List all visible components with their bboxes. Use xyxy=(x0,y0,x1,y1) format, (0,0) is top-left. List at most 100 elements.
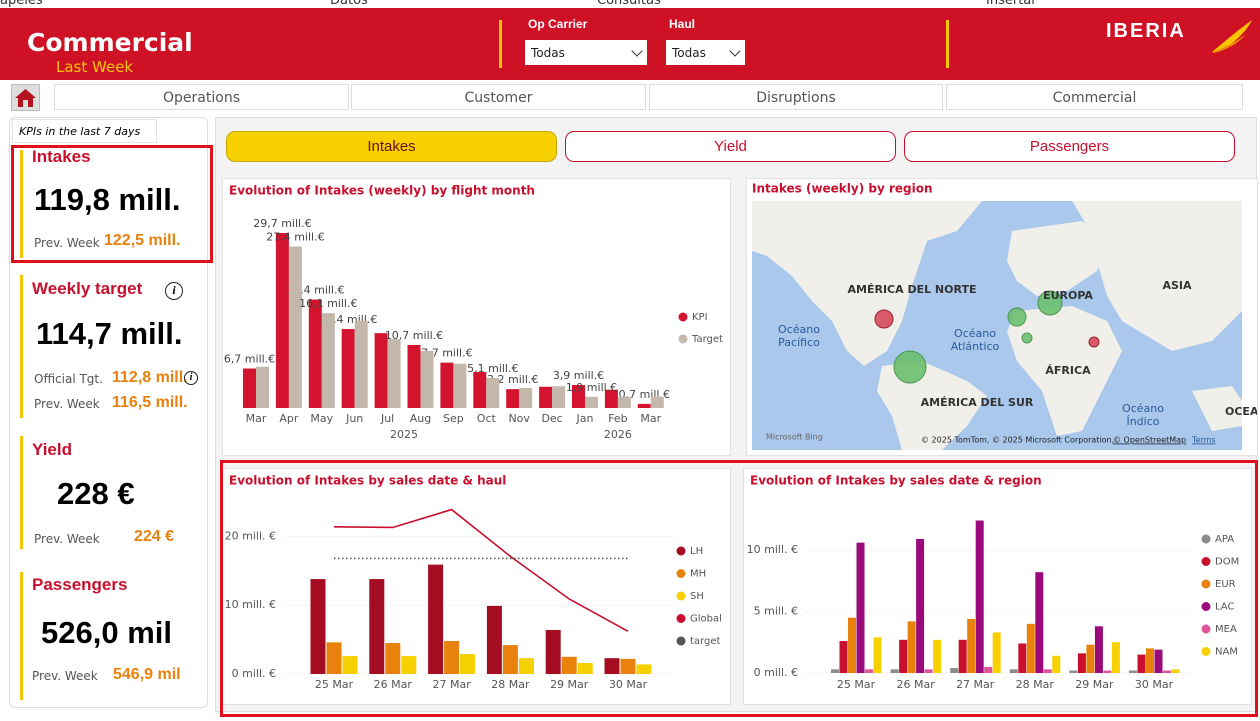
legend-marker xyxy=(1201,602,1211,611)
row-value: 112,8 mill. xyxy=(112,369,188,386)
x-tick-label: 30 Mar xyxy=(1135,678,1174,691)
logo: IBERIA xyxy=(1106,20,1186,42)
bar xyxy=(831,669,839,673)
bar xyxy=(460,654,476,674)
bar xyxy=(374,333,388,408)
map-label: Océano xyxy=(1122,402,1164,415)
legend-marker xyxy=(678,312,688,322)
home-button[interactable] xyxy=(11,84,40,111)
chart-title: Intakes (weekly) by region xyxy=(752,182,933,196)
bar xyxy=(453,363,467,408)
subtab[interactable]: Passengers xyxy=(904,131,1235,162)
map-label: Océano xyxy=(954,327,996,340)
bar xyxy=(545,629,561,674)
ribbon-item[interactable]: Insertar xyxy=(986,0,1037,8)
bar xyxy=(572,385,585,408)
bar xyxy=(975,520,984,673)
info-icon[interactable]: i xyxy=(184,371,198,385)
bar xyxy=(1111,642,1120,673)
x-tick-label: Mar xyxy=(640,412,661,425)
subtab[interactable]: Intakes xyxy=(226,131,557,162)
x-tick-label: Aug xyxy=(410,412,431,425)
ribbon-item[interactable]: apeles xyxy=(0,0,43,8)
row-value: 116,5 mill. xyxy=(112,394,188,411)
legend-marker xyxy=(1201,647,1211,656)
card-title: Yield xyxy=(32,440,72,459)
data-label: 1,9 mill.€ xyxy=(566,381,617,394)
legend-label: KPI xyxy=(692,312,708,323)
x-tick-label: 25 Mar xyxy=(837,678,876,691)
chart: Evolution of Intakes by sales date & hau… xyxy=(222,468,731,705)
x-tick-label: Mar xyxy=(246,412,267,425)
legend-marker xyxy=(676,569,686,578)
dropdown[interactable]: Todas xyxy=(525,40,647,65)
x-tick-label: Apr xyxy=(279,412,299,425)
bar xyxy=(342,656,358,674)
x-tick-label: 30 Mar xyxy=(609,678,648,691)
bar xyxy=(385,643,401,674)
bar xyxy=(428,564,444,674)
info-icon[interactable]: i xyxy=(165,282,183,300)
data-label: 10,7 mill.€ xyxy=(385,329,443,342)
bar xyxy=(1094,626,1103,673)
ribbon-item[interactable]: Datos xyxy=(330,0,368,8)
map-link[interactable]: Terms xyxy=(1191,436,1216,445)
card-value: 114,7 mill. xyxy=(36,316,183,351)
bar xyxy=(950,668,959,673)
legend-label: EUR xyxy=(1215,579,1236,590)
card-value: 526,0 mil xyxy=(41,615,172,650)
bar xyxy=(848,617,856,673)
data-label: 3,9 mill.€ xyxy=(553,369,604,382)
bar xyxy=(984,666,993,673)
x-tick-label: 27 Mar xyxy=(956,678,995,691)
map-label: ÁFRICA xyxy=(1045,364,1091,377)
logo-mark xyxy=(1212,20,1252,53)
bar xyxy=(1129,670,1137,673)
bar xyxy=(636,664,652,674)
bar xyxy=(585,396,598,408)
nav-tab[interactable]: Commercial xyxy=(946,84,1243,110)
bar xyxy=(486,377,500,408)
map-attribution: © 2025 TomTom, © 2025 Microsoft Corporat… xyxy=(921,436,1114,445)
x-tick-label: Dec xyxy=(541,412,562,425)
card-accent xyxy=(20,436,23,549)
x-tick-label: Feb xyxy=(608,412,627,425)
line-series xyxy=(333,508,629,633)
row-label: Prev. Week xyxy=(34,397,100,411)
x-tick-label: 28 Mar xyxy=(1016,678,1055,691)
data-label: 5,1 mill.€ xyxy=(467,362,518,375)
dropdown-value: Todas xyxy=(672,46,706,60)
dropdown[interactable]: Todas xyxy=(666,40,745,65)
bar xyxy=(907,621,916,673)
bar xyxy=(992,632,1001,673)
nav-tab[interactable]: Operations xyxy=(54,84,349,110)
bar xyxy=(967,618,976,673)
card-title: Passengers xyxy=(32,575,128,594)
bar xyxy=(1035,572,1044,673)
data-label: 6,7 mill.€ xyxy=(224,353,275,366)
x-tick-label: 28 Mar xyxy=(491,678,530,691)
ribbon-item[interactable]: Consultas xyxy=(597,0,661,8)
nav-tab[interactable]: Customer xyxy=(351,84,646,110)
x-tick-label: Nov xyxy=(508,412,530,425)
x-group-label: 2026 xyxy=(604,428,632,441)
legend-marker xyxy=(676,636,686,646)
bar xyxy=(1163,670,1171,673)
map-label: Pacífico xyxy=(778,336,820,349)
bar xyxy=(617,396,631,408)
map-label: AMÉRICA DEL NORTE xyxy=(848,283,977,296)
map-label: AMÉRICA DEL SUR xyxy=(921,396,1034,409)
bar xyxy=(924,669,933,673)
bar xyxy=(321,313,335,408)
bar xyxy=(1026,623,1035,673)
nav-tab[interactable]: Disruptions xyxy=(649,84,943,110)
subtab[interactable]: Yield xyxy=(565,131,896,162)
data-label: 29,7 mill.€ xyxy=(253,217,311,230)
x-tick-label: 26 Mar xyxy=(896,678,935,691)
chart-title: Evolution of Intakes by sales date & reg… xyxy=(750,474,1042,488)
x-tick-label: Jul xyxy=(380,412,394,425)
map-link[interactable]: © OpenStreetMap xyxy=(1113,436,1186,445)
y-tick-label: 5 mill. € xyxy=(754,605,798,618)
data-label: 16,1 mill.€ xyxy=(299,297,357,310)
